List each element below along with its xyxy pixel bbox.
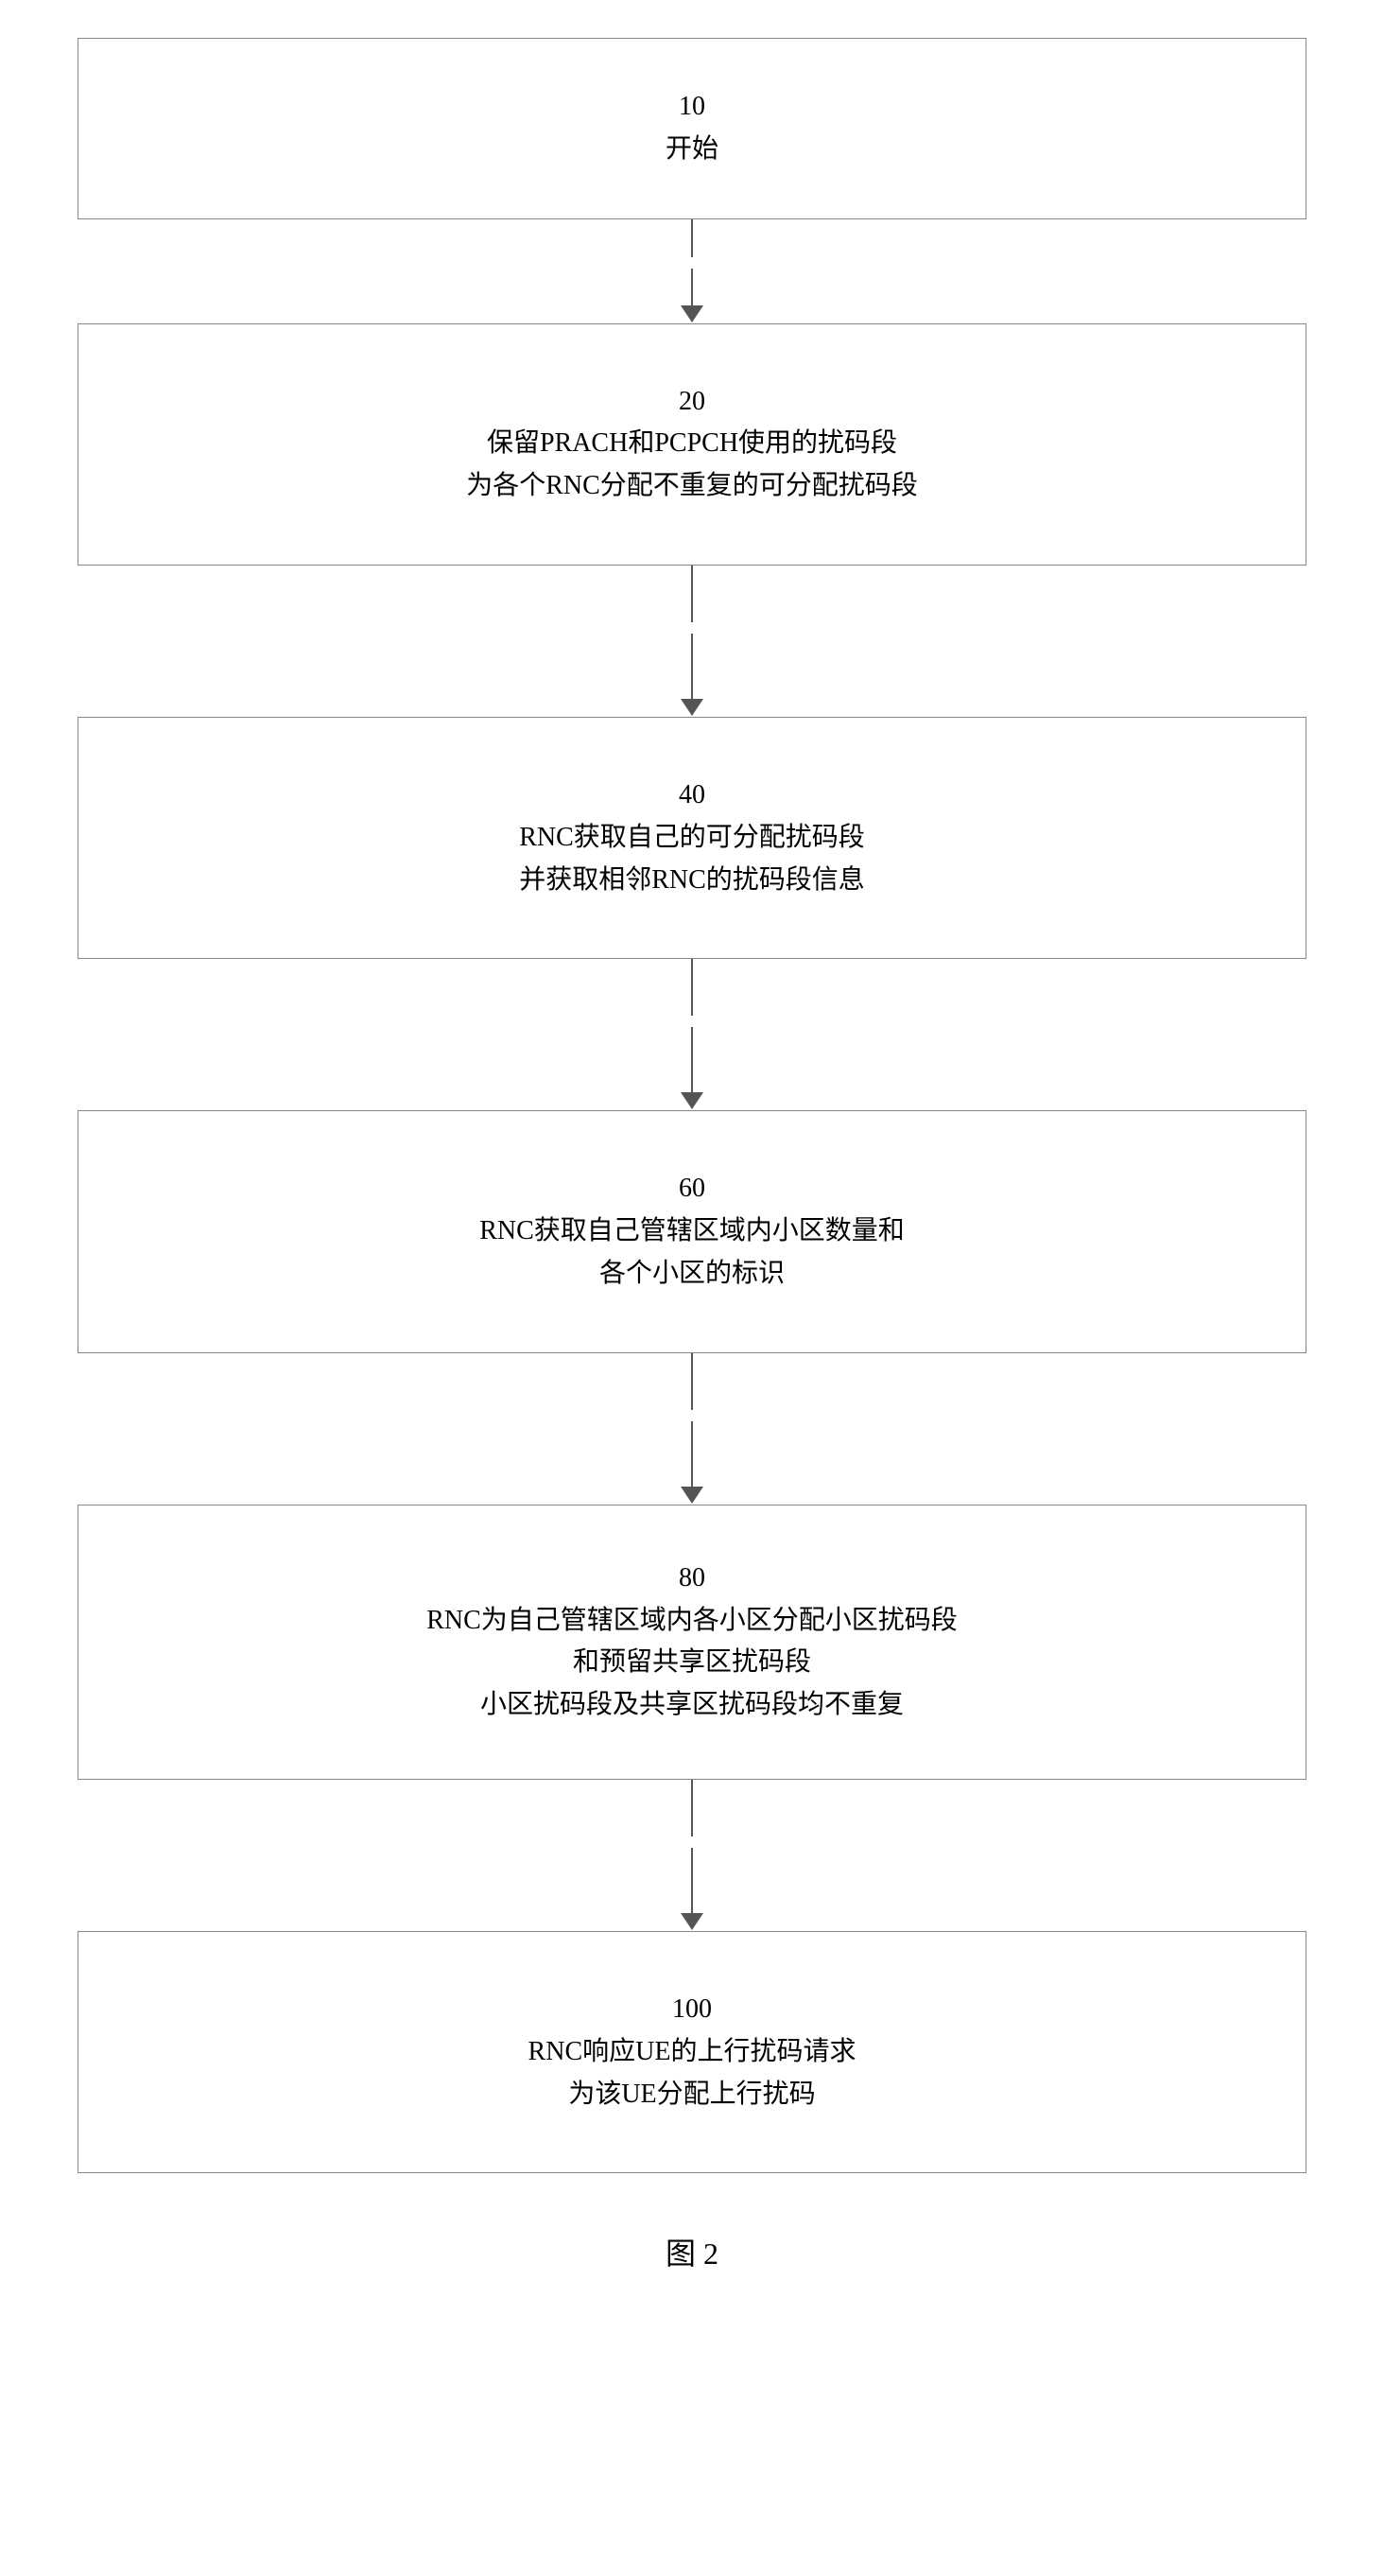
flow-node-text: 并获取相邻RNC的扰码段信息 [519, 860, 865, 902]
flow-node-id: 100 [672, 1989, 712, 2031]
flow-arrow [691, 219, 693, 323]
flow-node-text: 各个小区的标识 [599, 1253, 785, 1296]
flowchart-container: 10开始 20保留PRACH和PCPCH使用的扰码段为各个RNC分配不重复的可分配… [78, 38, 1306, 2173]
flow-node-10: 10开始 [78, 38, 1306, 219]
flow-node-text: 为各个RNC分配不重复的可分配扰码段 [466, 465, 918, 508]
flow-node-text: RNC响应UE的上行扰码请求 [528, 2031, 856, 2074]
flow-node-text: 小区扰码段及共享区扰码段均不重复 [480, 1684, 904, 1727]
flow-node-id: 10 [679, 86, 705, 129]
flow-node-text: 为该UE分配上行扰码 [568, 2074, 815, 2116]
flow-node-text: RNC获取自己管辖区域内小区数量和 [479, 1210, 905, 1253]
flow-node-id: 40 [679, 775, 705, 817]
flow-node-20: 20保留PRACH和PCPCH使用的扰码段为各个RNC分配不重复的可分配扰码段 [78, 323, 1306, 566]
flow-arrow [691, 566, 693, 717]
flow-node-text: 开始 [666, 129, 718, 171]
flow-node-text: RNC为自己管辖区域内各小区分配小区扰码段 [426, 1600, 958, 1643]
flow-node-id: 80 [679, 1558, 705, 1600]
flow-node-80: 80RNC为自己管辖区域内各小区分配小区扰码段和预留共享区扰码段小区扰码段及共享… [78, 1505, 1306, 1780]
flow-arrow [691, 1353, 693, 1505]
flow-node-60: 60RNC获取自己管辖区域内小区数量和各个小区的标识 [78, 1110, 1306, 1352]
figure-label: 图 2 [57, 2230, 1327, 2273]
flow-arrow [691, 959, 693, 1110]
flow-node-id: 60 [679, 1168, 705, 1210]
flow-node-text: RNC获取自己的可分配扰码段 [519, 817, 865, 860]
flow-node-id: 20 [679, 381, 705, 424]
flow-node-40: 40RNC获取自己的可分配扰码段并获取相邻RNC的扰码段信息 [78, 717, 1306, 959]
flow-arrow [691, 1780, 693, 1931]
flow-node-100: 100RNC响应UE的上行扰码请求为该UE分配上行扰码 [78, 1931, 1306, 2173]
flow-node-text: 和预留共享区扰码段 [573, 1642, 811, 1684]
flow-node-text: 保留PRACH和PCPCH使用的扰码段 [487, 423, 897, 465]
